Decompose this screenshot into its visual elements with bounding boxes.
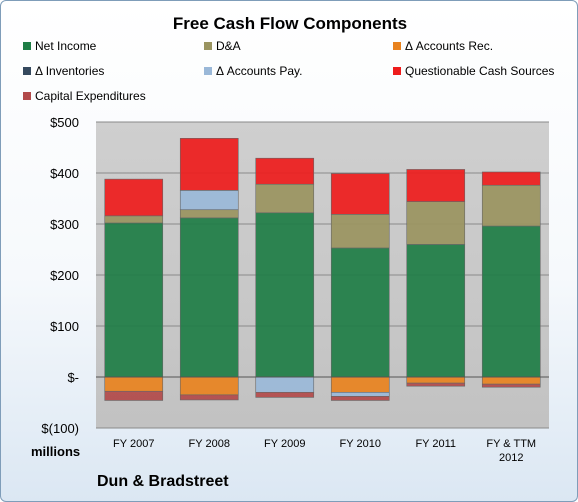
- bar-segment-accounts-pay: [255, 376, 315, 393]
- bar-segment-questionable-cash-sources: [330, 173, 390, 215]
- bar-segment-accounts-rec: [179, 376, 239, 396]
- legend-item-capital-expenditures: Capital Expenditures: [23, 89, 146, 103]
- bar-segment-accounts-pay: [330, 391, 390, 397]
- x-tick-label: FY 2007: [113, 438, 154, 450]
- legend-swatch: [393, 67, 401, 75]
- bar-segment-accounts-rec: [104, 376, 164, 392]
- bar-segment-accounts-rec: [330, 376, 390, 393]
- bar-segment-d-a: [104, 215, 164, 224]
- x-tick-label: FY 2011: [415, 438, 456, 450]
- legend-item-d-a: D&A: [204, 39, 241, 53]
- legend-swatch: [393, 42, 401, 50]
- legend-label: Δ Accounts Rec.: [405, 39, 494, 53]
- y-tick-label: $200: [50, 268, 79, 283]
- bar-segment-questionable-cash-sources: [406, 169, 466, 202]
- legend-item-net-income: Net Income: [23, 39, 96, 53]
- bar-segment-d-a: [481, 184, 541, 227]
- x-tick-label: FY 2009: [264, 438, 305, 450]
- legend-label: Δ Inventories: [35, 64, 105, 78]
- y-tick-label: $400: [50, 166, 79, 181]
- bar-segment-net-income: [481, 225, 541, 378]
- legend-label: Δ Accounts Pay.: [216, 64, 303, 78]
- legend-swatch: [204, 67, 212, 75]
- bar-segment-accounts-pay: [179, 190, 239, 211]
- x-tick-label: FY & TTM 2012: [486, 438, 536, 464]
- legend-swatch: [23, 92, 31, 100]
- y-tick-label: $-: [67, 370, 79, 385]
- y-tick-label: $(100): [41, 421, 79, 436]
- legend-label: Capital Expenditures: [35, 89, 146, 103]
- bar-segment-questionable-cash-sources: [255, 157, 315, 185]
- legend-item-inventories: Δ Inventories: [23, 64, 104, 78]
- legend-swatch: [204, 42, 212, 50]
- bar-segment-questionable-cash-sources: [481, 171, 541, 186]
- units-label: millions: [31, 444, 81, 459]
- bar-segment-capital-expenditures: [104, 390, 164, 401]
- x-tick-label: FY 2008: [189, 438, 230, 450]
- bar-segment-capital-expenditures: [179, 394, 239, 401]
- bar-segment-d-a: [179, 209, 239, 219]
- legend-label: Net Income: [35, 39, 97, 53]
- chart-title: Free Cash Flow Components: [172, 14, 408, 33]
- bar-segment-net-income: [104, 222, 164, 378]
- company-name: Dun & Bradstreet: [97, 473, 229, 490]
- legend-label: D&A: [216, 39, 241, 53]
- bar-segment-net-income: [255, 212, 315, 378]
- bar-segment-capital-expenditures: [406, 382, 466, 387]
- legend-item-questionable-cash-sources: Questionable Cash Sources: [393, 64, 554, 78]
- legend-item-accounts-pay: Δ Accounts Pay.: [204, 64, 303, 78]
- legend-swatch: [23, 42, 31, 50]
- bar-segment-d-a: [406, 201, 466, 245]
- bar-segment-accounts-rec: [481, 376, 541, 385]
- bar-segment-questionable-cash-sources: [179, 138, 239, 191]
- bar-segment-capital-expenditures: [255, 391, 315, 398]
- bar-segment-net-income: [330, 247, 390, 378]
- bar-segment-accounts-rec: [406, 376, 466, 384]
- y-tick-label: $500: [50, 115, 79, 130]
- bar-segment-d-a: [330, 214, 390, 249]
- bar-segment-net-income: [179, 217, 239, 378]
- x-tick-label: FY 2010: [340, 438, 381, 450]
- bar-segment-net-income: [406, 244, 466, 378]
- bar-segment-questionable-cash-sources: [104, 178, 164, 217]
- legend-item-accounts-rec: Δ Accounts Rec.: [393, 39, 493, 53]
- legend-swatch: [23, 67, 31, 75]
- y-tick-label: $100: [50, 319, 79, 334]
- bar-segment-capital-expenditures: [481, 383, 541, 388]
- bar-segment-capital-expenditures: [330, 396, 390, 401]
- bar-segment-d-a: [255, 183, 315, 214]
- y-tick-label: $300: [50, 217, 79, 232]
- legend-label: Questionable Cash Sources: [405, 64, 555, 78]
